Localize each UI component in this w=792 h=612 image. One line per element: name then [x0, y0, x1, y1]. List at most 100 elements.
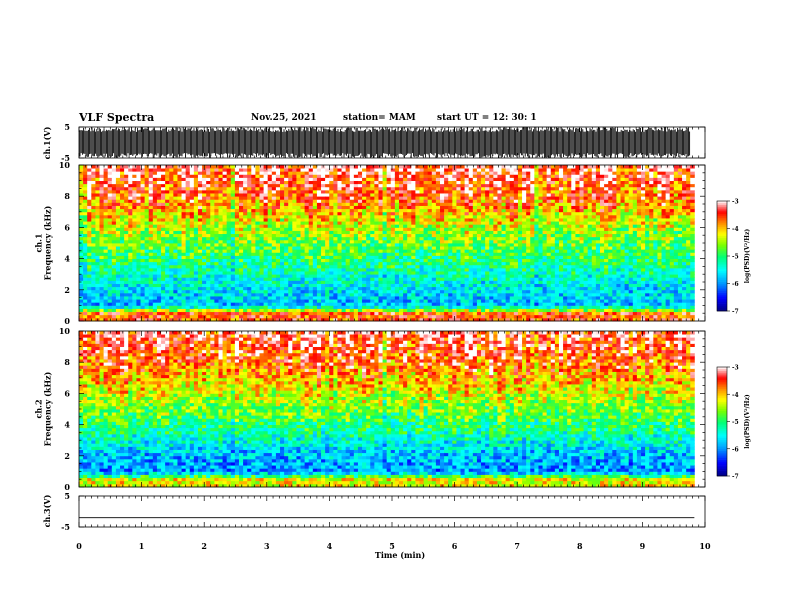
ch1-spectrogram-cell — [312, 261, 318, 266]
ch1-spectrogram-cell — [386, 189, 392, 194]
ch1-spectrogram-cell — [312, 233, 318, 238]
ch1-spectrogram-cell — [456, 280, 461, 284]
ch1-spectrogram-cell — [115, 311, 121, 316]
ch1-spectrogram-cell — [226, 264, 232, 269]
ch1-spectrogram-cell — [263, 296, 269, 300]
ch1-spectrogram-cell — [251, 246, 256, 250]
ch1-spectrogram-cell — [378, 233, 383, 238]
ch1-spectrogram-cell — [156, 258, 162, 263]
ch1-spectrogram-cell — [210, 249, 215, 253]
ch1-spectrogram-cell — [345, 227, 351, 231]
ch1-spectrogram-cell — [411, 249, 416, 253]
ch1-spectrogram-cell — [259, 286, 265, 291]
ch1-spectrogram-cell — [177, 177, 182, 181]
ch1-spectrogram-cell — [366, 168, 371, 172]
ch1-spectrogram-cell — [152, 202, 158, 206]
ch1-spectrogram-cell — [333, 311, 338, 316]
ch1-spectrogram-cell — [316, 227, 322, 231]
ch1-spectrogram-cell — [206, 199, 211, 203]
ch1-spectrogram-cell — [378, 174, 383, 178]
ch1-spectrogram-cell — [321, 177, 326, 181]
ch1-spectrogram-cell — [115, 283, 121, 288]
ch1-spectrogram-cell — [185, 311, 191, 316]
ch1-spectrogram-cell — [107, 196, 113, 200]
ch1-spectrogram-cell — [464, 183, 470, 188]
ch1-spectrogram-cell — [181, 177, 187, 181]
ch1-spectrogram-cell — [353, 243, 359, 247]
ch1-spectrogram-cell — [448, 208, 453, 213]
ch1-spectrogram-cell — [197, 246, 203, 250]
ch1-spectrogram-cell — [181, 289, 187, 294]
ch1-spectrogram-cell — [83, 171, 88, 175]
ch1-spectrogram-cell — [206, 218, 211, 222]
ch1-spectrogram-cell — [345, 274, 351, 278]
ch1-spectrogram-cell — [259, 308, 265, 313]
ch1-spectrogram-cell — [300, 255, 306, 259]
ch1-spectrogram-cell — [398, 249, 404, 253]
ch1-spectrogram-cell — [411, 236, 416, 241]
ch1-spectrogram-cell — [292, 252, 297, 256]
ch1-spectrogram-cell — [206, 264, 211, 269]
ch1-spectrogram-cell — [353, 277, 359, 281]
ch1-spectrogram-cell — [423, 286, 429, 291]
ch1-spectrogram-cell — [222, 271, 228, 275]
ch1-spectrogram-cell — [435, 239, 441, 244]
ch1-spectrogram-cell — [234, 292, 240, 297]
ch1-spectrogram-cell — [292, 264, 297, 269]
ch1-spectrogram-cell — [308, 165, 314, 169]
ch1-spectrogram-cell — [197, 249, 203, 253]
ch1-spectrogram-cell — [419, 174, 424, 178]
ch1-spectrogram-cell — [197, 196, 203, 200]
ch1-spectrogram-cell — [316, 211, 322, 216]
ch1-spectrogram-cell — [386, 299, 392, 303]
ch1-spectrogram-cell — [132, 196, 137, 200]
ch1-spectrogram-cell — [370, 239, 375, 244]
ch1-spectrogram-cell — [296, 174, 301, 178]
ch1-spectrogram-cell — [115, 218, 121, 222]
ch1-spectrogram-cell — [357, 180, 363, 185]
ch1-spectrogram-cell — [247, 230, 252, 235]
ch1-spectrogram-cell — [444, 202, 449, 206]
ch1-spectrogram-cell — [288, 277, 293, 281]
ch1-spectrogram-cell — [156, 177, 162, 181]
ch1-spectrogram-cell — [435, 227, 441, 231]
ch1-spectrogram-cell — [407, 277, 412, 281]
ch1-spectrogram-cell — [267, 205, 273, 210]
ch1-spectrogram-cell — [202, 218, 207, 222]
ch1-spectrogram-cell — [284, 202, 289, 206]
ch1-spectrogram-cell — [423, 292, 429, 297]
ch1-spectrogram-cell — [132, 264, 137, 269]
ch1-spectrogram-cell — [140, 314, 146, 319]
ch1-spectrogram-cell — [165, 177, 170, 181]
ch1-spectrogram-cell — [411, 196, 416, 200]
ch1-spectrogram-cell — [210, 283, 215, 288]
ch1-spectrogram-cell — [156, 261, 162, 266]
ch1-spectrogram-cell — [177, 308, 182, 313]
ch1-spectrogram-cell — [120, 296, 125, 300]
ch1-spectrogram-cell — [247, 174, 252, 178]
ch1-spectrogram-cell — [83, 302, 88, 306]
ch1-spectrogram-cell — [390, 280, 396, 284]
ch1-spectrogram-cell — [460, 274, 466, 278]
ch1-spectrogram-cell — [460, 280, 466, 284]
ch1-spectrogram-cell — [91, 243, 96, 247]
ch1-spectrogram-cell — [238, 221, 244, 225]
ch1-spectrogram-cell — [431, 224, 437, 228]
ch1-spectrogram-cell — [411, 267, 416, 272]
ch1-spectrogram-cell — [378, 258, 383, 263]
ch1-spectrogram-cell — [181, 202, 187, 206]
ch1-spectrogram-cell — [83, 177, 88, 181]
ch1-spectrogram-cell — [87, 208, 92, 213]
ch1-spectrogram-cell — [124, 252, 129, 256]
ch1-spectrogram-cell — [103, 230, 109, 235]
ch1-spectrogram-cell — [251, 267, 256, 272]
ch1-spectrogram-cell — [185, 255, 191, 259]
ch1-spectrogram-cell — [292, 239, 297, 244]
ch1-spectrogram-cell — [448, 183, 453, 188]
ch1-spectrogram-cell — [431, 211, 437, 216]
ch1-spectrogram-cell — [259, 218, 265, 222]
ch1-spectrogram-cell — [444, 271, 449, 275]
ch1-spectrogram-cell — [407, 199, 412, 203]
ch1-spectrogram-cell — [83, 168, 88, 172]
ch1-spectrogram-cell — [415, 165, 420, 169]
